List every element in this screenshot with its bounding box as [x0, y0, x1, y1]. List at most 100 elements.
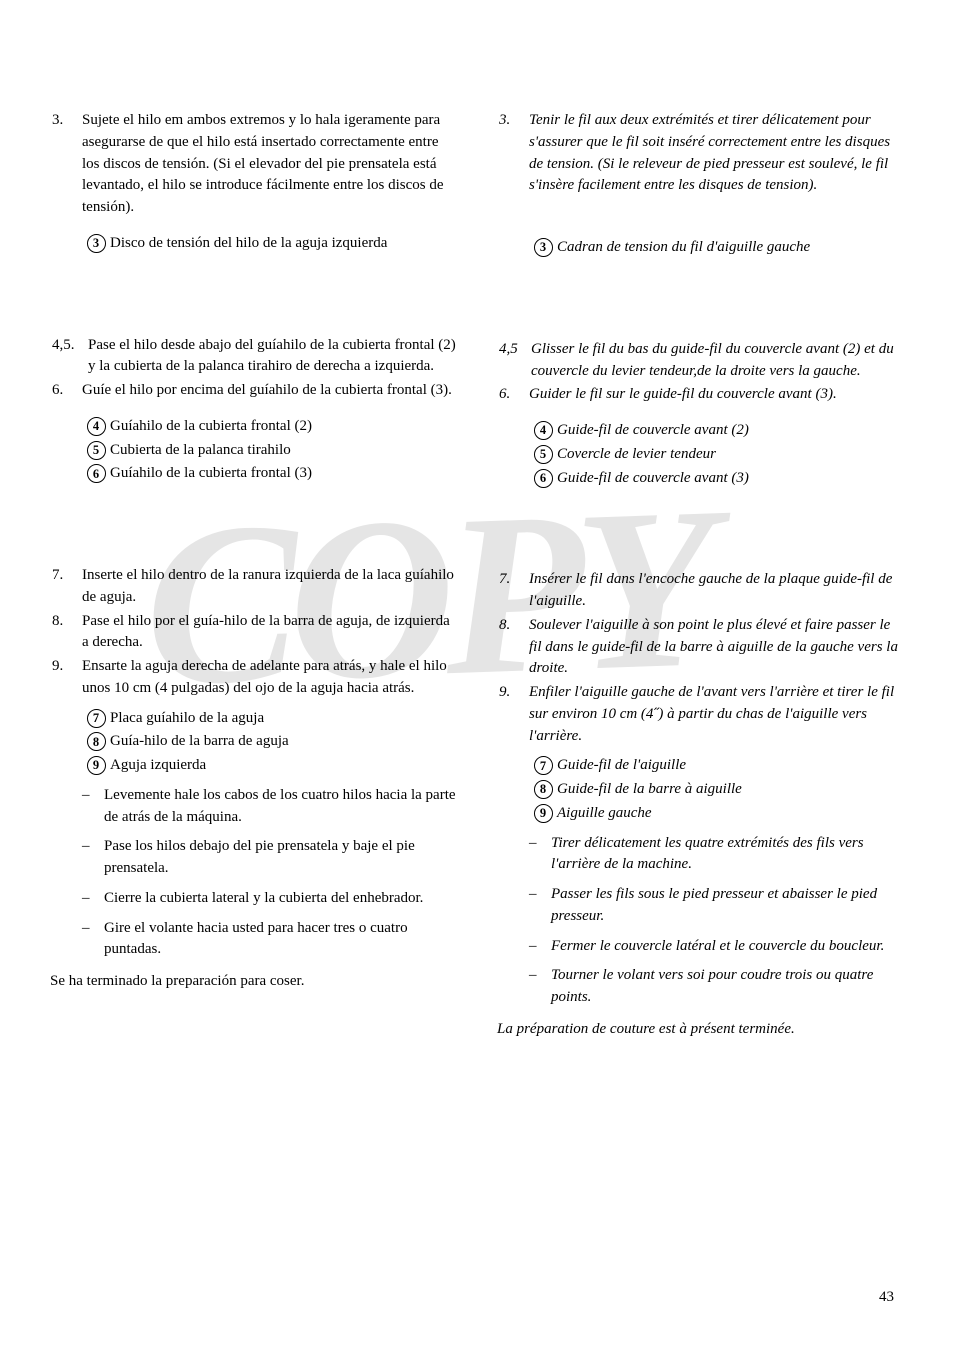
bullet-text: Gire el volante hacia usted para hacer t… — [104, 918, 457, 962]
block-2-es: 4,5. Pase el hilo desde abajo del guíahi… — [50, 335, 457, 486]
bullet-text: Fermer le couvercle latéral et le couver… — [551, 936, 904, 958]
step-8-fr: 8. Soulever l'aiguille à son point le pl… — [497, 615, 904, 680]
step-8-es: 8. Pase el hilo por el guía-hilo de la b… — [50, 611, 457, 655]
step-6-fr: 6. Guider le fil sur le guide-fil du cou… — [497, 384, 904, 406]
ref-8-fr: 8 Guide-fil de la barre à aiguille — [529, 779, 904, 801]
step-3-fr: 3. Tenir le fil aux deux extrémités et t… — [497, 110, 904, 197]
ref-4-es: 4 Guíahilo de la cubierta frontal (2) — [82, 416, 457, 438]
step-6-es: 6. Guíe el hilo por encima del guíahilo … — [50, 380, 457, 402]
block-1-fr: 3. Tenir le fil aux deux extrémités et t… — [497, 110, 904, 259]
circled-number: 9 — [82, 755, 110, 777]
step-3-es: 3. Sujete el hilo em ambos extremos y lo… — [50, 110, 457, 219]
page-number: 43 — [879, 1287, 894, 1309]
bullet-text: Passer les fils sous le pied presseur et… — [551, 884, 904, 928]
column-french: 3. Tenir le fil aux deux extrémités et t… — [497, 110, 904, 1055]
step-text: Guider le fil sur le guide-fil du couver… — [529, 384, 904, 406]
step-number: 6. — [50, 380, 82, 402]
ref-text: Placa guíahilo de la aguja — [110, 708, 457, 730]
step-number: 9. — [50, 656, 82, 700]
bullet-3-fr: – Fermer le couvercle latéral et le couv… — [529, 936, 904, 958]
ref-text: Guide-fil de l'aiguille — [557, 755, 904, 777]
step-text: Glisser le fil du bas du guide-fil du co… — [531, 339, 904, 383]
step-7-es: 7. Inserte el hilo dentro de la ranura i… — [50, 565, 457, 609]
circled-number: 6 — [529, 468, 557, 490]
step-45-es: 4,5. Pase el hilo desde abajo del guíahi… — [50, 335, 457, 379]
circled-number: 7 — [82, 708, 110, 730]
bullet-2-fr: – Passer les fils sous le pied presseur … — [529, 884, 904, 928]
dash-icon: – — [529, 884, 551, 928]
step-text: Pase el hilo desde abajo del guíahilo de… — [88, 335, 457, 379]
circled-number: 7 — [529, 755, 557, 777]
step-number: 4,5. — [50, 335, 88, 379]
dash-icon: – — [529, 833, 551, 877]
ref-text: Aguja izquierda — [110, 755, 457, 777]
circled-number: 3 — [82, 233, 110, 255]
bullet-text: Tirer délicatement les quatre extrémités… — [551, 833, 904, 877]
ref-text: Guíahilo de la cubierta frontal (3) — [110, 463, 457, 485]
bullet-text: Pase los hilos debajo del pie prensatela… — [104, 836, 457, 880]
dash-icon: – — [82, 918, 104, 962]
ref-3-es: 3 Disco de tensión del hilo de la aguja … — [82, 233, 457, 255]
circled-number: 4 — [529, 420, 557, 442]
bullet-text: Levemente hale los cabos de los cuatro h… — [104, 785, 457, 829]
ref-6-es: 6 Guíahilo de la cubierta frontal (3) — [82, 463, 457, 485]
bullet-4-fr: – Tourner le volant vers soi pour coudre… — [529, 965, 904, 1009]
ref-8-es: 8 Guía-hilo de la barra de aguja — [82, 731, 457, 753]
block-3-fr: 7. Insérer le fil dans l'encoche gauche … — [497, 569, 904, 1040]
step-text: Sujete el hilo em ambos extremos y lo ha… — [82, 110, 457, 219]
step-text: Enfiler l'aiguille gauche de l'avant ver… — [529, 682, 904, 747]
step-text: Soulever l'aiguille à son point le plus … — [529, 615, 904, 680]
bullet-3-es: – Cierre la cubierta lateral y la cubier… — [82, 888, 457, 910]
step-text: Guíe el hilo por encima del guíahilo de … — [82, 380, 457, 402]
step-number: 3. — [497, 110, 529, 197]
step-9-es: 9. Ensarte la aguja derecha de adelante … — [50, 656, 457, 700]
circled-number: 8 — [82, 731, 110, 753]
ref-text: Guía-hilo de la barra de aguja — [110, 731, 457, 753]
step-text: Tenir le fil aux deux extrémités et tire… — [529, 110, 904, 197]
dash-icon: – — [529, 965, 551, 1009]
circled-number: 3 — [529, 237, 557, 259]
ref-text: Guide-fil de la barre à aiguille — [557, 779, 904, 801]
block-2-fr: 4,5 Glisser le fil du bas du guide-fil d… — [497, 339, 904, 490]
bullet-4-es: – Gire el volante hacia usted para hacer… — [82, 918, 457, 962]
step-number: 9. — [497, 682, 529, 747]
circled-number: 6 — [82, 463, 110, 485]
dash-icon: – — [82, 836, 104, 880]
bullet-2-es: – Pase los hilos debajo del pie prensate… — [82, 836, 457, 880]
ref-4-fr: 4 Guide-fil de couvercle avant (2) — [529, 420, 904, 442]
circled-number: 4 — [82, 416, 110, 438]
ref-9-es: 9 Aguja izquierda — [82, 755, 457, 777]
column-spanish: 3. Sujete el hilo em ambos extremos y lo… — [50, 110, 457, 1055]
ref-text: Covercle de levier tendeur — [557, 444, 904, 466]
bullet-text: Cierre la cubierta lateral y la cubierta… — [104, 888, 457, 910]
step-number: 6. — [497, 384, 529, 406]
circled-number: 5 — [82, 440, 110, 462]
bullet-text: Tourner le volant vers soi pour coudre t… — [551, 965, 904, 1009]
ref-9-fr: 9 Aiguille gauche — [529, 803, 904, 825]
step-number: 7. — [50, 565, 82, 609]
circled-number: 5 — [529, 444, 557, 466]
step-number: 8. — [50, 611, 82, 655]
ref-text: Guide-fil de couvercle avant (3) — [557, 468, 904, 490]
step-text: Ensarte la aguja derecha de adelante par… — [82, 656, 457, 700]
step-text: Insérer le fil dans l'encoche gauche de … — [529, 569, 904, 613]
block-1-es: 3. Sujete el hilo em ambos extremos y lo… — [50, 110, 457, 255]
ref-5-es: 5 Cubierta de la palanca tirahilo — [82, 440, 457, 462]
ref-text: Aiguille gauche — [557, 803, 904, 825]
step-number: 3. — [50, 110, 82, 219]
dash-icon: – — [529, 936, 551, 958]
step-text: Pase el hilo por el guía-hilo de la barr… — [82, 611, 457, 655]
ref-text: Cubierta de la palanca tirahilo — [110, 440, 457, 462]
step-number: 8. — [497, 615, 529, 680]
dash-icon: – — [82, 785, 104, 829]
closing-es: Se ha terminado la preparación para cose… — [50, 971, 457, 993]
ref-text: Guide-fil de couvercle avant (2) — [557, 420, 904, 442]
block-3-es: 7. Inserte el hilo dentro de la ranura i… — [50, 565, 457, 993]
step-number: 4,5 — [497, 339, 531, 383]
closing-fr: La préparation de couture est à présent … — [497, 1019, 904, 1041]
bullet-1-es: – Levemente hale los cabos de los cuatro… — [82, 785, 457, 829]
ref-text: Guíahilo de la cubierta frontal (2) — [110, 416, 457, 438]
step-7-fr: 7. Insérer le fil dans l'encoche gauche … — [497, 569, 904, 613]
circled-number: 8 — [529, 779, 557, 801]
ref-6-fr: 6 Guide-fil de couvercle avant (3) — [529, 468, 904, 490]
